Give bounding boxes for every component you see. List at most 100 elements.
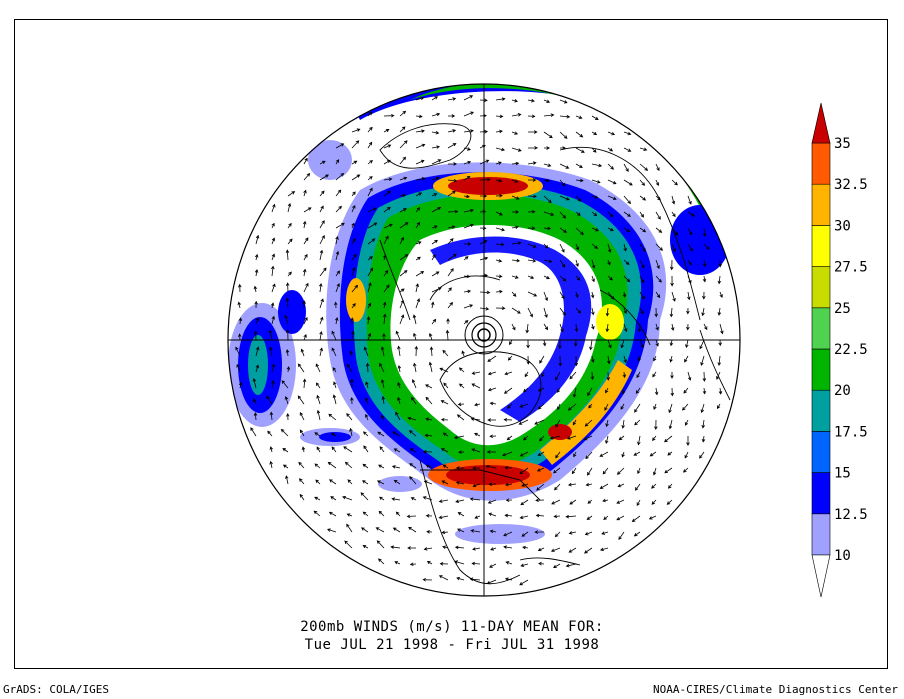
- wind-arrow: [702, 259, 707, 268]
- wind-arrow: [301, 446, 306, 453]
- wind-arrow: [428, 332, 433, 341]
- wind-arrow: [583, 435, 593, 441]
- wind-arrow: [328, 413, 337, 421]
- wind-arrow: [602, 467, 609, 475]
- wind-arrow: [575, 259, 579, 267]
- wind-arrow: [486, 450, 497, 454]
- wind-arrow: [271, 237, 276, 245]
- wind-arrow: [652, 467, 657, 476]
- wind-arrow: [585, 482, 593, 487]
- wind-arrow: [555, 451, 561, 459]
- wind-arrow: [605, 307, 610, 317]
- wind-arrow: [411, 396, 417, 405]
- wind-arrow: [463, 129, 474, 133]
- wind-arrow: [479, 113, 487, 118]
- colorbar-tick-label: 35: [834, 136, 851, 152]
- wind-arrow: [431, 112, 441, 117]
- wind-arrow: [319, 249, 324, 261]
- wind-arrow: [422, 450, 433, 454]
- wind-arrow: [271, 315, 275, 325]
- wind-arrow: [303, 282, 309, 293]
- wind-arrow: [621, 451, 625, 458]
- wind-arrow: [503, 417, 513, 422]
- wind-arrow: [607, 275, 613, 281]
- wind-arrow: [425, 396, 433, 405]
- wind-arrow: [553, 514, 561, 519]
- wind-arrow: [456, 576, 465, 581]
- wind-arrow: [238, 317, 243, 325]
- wind-arrow: [537, 547, 545, 552]
- wind-arrow: [255, 364, 260, 373]
- wind-arrow: [511, 131, 519, 135]
- wind-arrow: [362, 545, 369, 549]
- wind-arrow: [558, 339, 562, 350]
- wind-arrow: [539, 355, 545, 364]
- wind-arrow: [415, 298, 421, 309]
- wind-arrow: [269, 460, 273, 469]
- wind-arrow: [682, 403, 689, 411]
- wind-arrow: [335, 270, 340, 277]
- wind-arrow: [253, 398, 257, 405]
- wind-arrow: [254, 253, 259, 261]
- wind-arrow: [267, 430, 273, 437]
- wind-arrow: [399, 110, 407, 117]
- wind-arrow: [406, 514, 417, 519]
- wind-arrow: [667, 451, 673, 456]
- wind-arrow: [302, 300, 306, 309]
- wind-arrow: [409, 448, 417, 453]
- wind-vectors: [235, 95, 724, 586]
- wind-arrow: [539, 435, 545, 442]
- colorbar-box: [811, 472, 831, 515]
- wind-arrow: [303, 207, 312, 213]
- wind-arrow: [425, 417, 433, 422]
- wind-arrow: [543, 291, 548, 302]
- wind-arrow: [347, 479, 353, 485]
- wind-arrow: [287, 202, 292, 213]
- wind-arrow: [397, 364, 402, 373]
- wind-arrow: [702, 371, 707, 382]
- wind-arrow: [298, 478, 305, 485]
- wind-arrow: [575, 163, 583, 168]
- wind-arrow: [319, 220, 325, 229]
- wind-arrow: [415, 114, 423, 119]
- wind-arrow: [631, 515, 641, 522]
- wind-arrow: [379, 496, 385, 501]
- wind-arrow: [383, 177, 393, 182]
- wind-arrow: [623, 211, 631, 217]
- wind-arrow: [505, 498, 513, 502]
- wind-arrow: [280, 428, 289, 437]
- wind-arrow: [485, 464, 497, 469]
- wind-arrow: [271, 283, 276, 293]
- wind-arrow: [601, 531, 609, 535]
- wind-arrow: [648, 515, 657, 520]
- wind-arrow: [527, 98, 535, 103]
- wind-arrow: [443, 382, 449, 389]
- wind-arrow: [591, 323, 595, 330]
- wind-arrow: [571, 467, 577, 475]
- wind-arrow: [528, 130, 538, 134]
- wind-arrow: [472, 483, 481, 488]
- wind-arrow: [550, 547, 561, 552]
- wind-arrow: [591, 195, 599, 199]
- wind-arrow: [639, 259, 645, 269]
- wind-arrow: [511, 275, 519, 279]
- wind-arrow: [457, 528, 465, 533]
- wind-arrow: [543, 226, 552, 231]
- wind-arrow: [253, 285, 258, 293]
- wind-arrow: [542, 339, 547, 347]
- wind-arrow: [587, 467, 593, 476]
- wind-arrow: [445, 329, 450, 341]
- wind-arrow: [507, 355, 513, 361]
- wind-arrow: [351, 191, 356, 197]
- wind-arrow: [461, 350, 465, 357]
- wind-arrow: [511, 307, 521, 314]
- colorbar-bottom-triangle: [811, 554, 831, 598]
- wind-arrow: [254, 268, 259, 277]
- wind-arrow: [575, 147, 585, 153]
- wind-arrow: [284, 396, 289, 405]
- wind-arrow: [620, 339, 625, 349]
- wind-arrow: [685, 339, 689, 349]
- wind-arrow: [616, 467, 625, 475]
- wind-arrow: [415, 129, 425, 133]
- wind-arrow: [423, 547, 433, 551]
